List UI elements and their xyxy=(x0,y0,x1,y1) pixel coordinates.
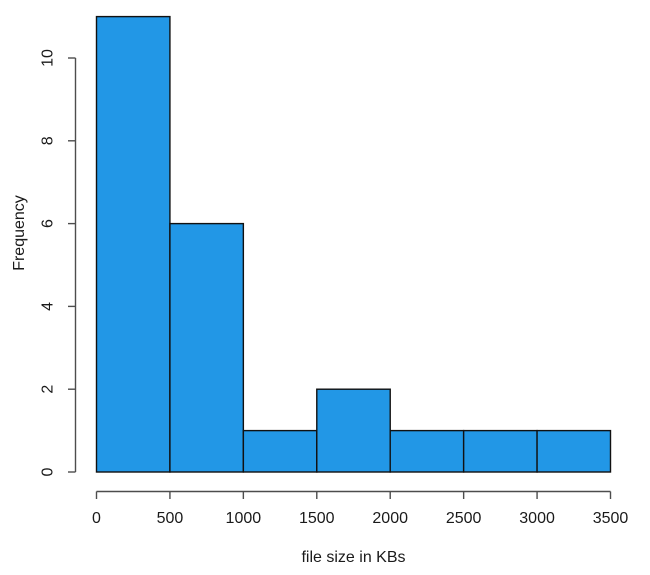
y-axis-title: Frequency xyxy=(11,195,28,271)
y-tick-label: 0 xyxy=(40,467,57,476)
y-tick-label: 6 xyxy=(40,219,57,228)
histogram-bar xyxy=(462,429,538,473)
x-tick-label: 2000 xyxy=(372,510,408,527)
y-tick-label: 10 xyxy=(40,49,57,67)
x-tick-label: 500 xyxy=(157,510,184,527)
histogram-bar xyxy=(169,222,245,473)
x-tick-label: 0 xyxy=(92,510,101,527)
y-tick-label: 8 xyxy=(40,136,57,145)
x-tick-label: 3000 xyxy=(519,510,555,527)
x-tick-label: 1000 xyxy=(226,510,262,527)
y-tick-label: 2 xyxy=(40,385,57,394)
x-tick-label: 1500 xyxy=(299,510,335,527)
x-tick-label: 2500 xyxy=(446,510,482,527)
histogram-bar xyxy=(389,429,465,473)
x-axis-title: file size in KBs xyxy=(301,549,406,566)
histogram-bar xyxy=(536,429,612,473)
histogram-bar xyxy=(316,388,391,473)
histogram-bar xyxy=(95,15,171,473)
x-tick-label: 3500 xyxy=(593,510,629,527)
y-tick-label: 4 xyxy=(40,302,57,311)
histogram-bar xyxy=(242,429,318,473)
